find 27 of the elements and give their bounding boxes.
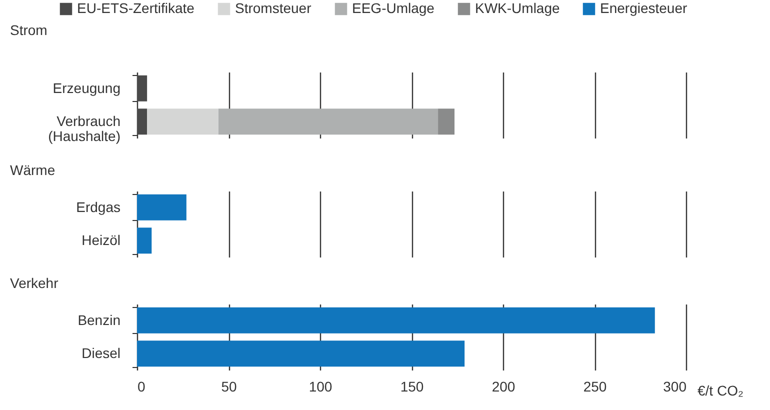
x-axis-title: €/t CO₂ xyxy=(698,382,744,398)
x-tick-label: 50 xyxy=(221,378,237,394)
bar xyxy=(137,108,148,135)
x-tick-label: 100 xyxy=(308,378,332,394)
legend-label: KWK-Umlage xyxy=(475,0,560,16)
x-tick-label: 150 xyxy=(400,378,424,394)
y-tick-label: Heizöl xyxy=(82,232,120,248)
bar xyxy=(438,108,455,135)
bar xyxy=(218,108,438,135)
x-tick-label: 200 xyxy=(492,378,516,394)
legend-label: EU-ETS-Zertifikate xyxy=(77,0,195,16)
y-tick-label: Erdgas xyxy=(76,198,120,215)
y-tick-label: Verbrauch (Haushalte) xyxy=(48,113,120,144)
legend-label: Stromsteuer xyxy=(235,0,312,16)
x-tick-label: 250 xyxy=(583,378,607,394)
legend-label: EEG-Umlage xyxy=(352,0,435,16)
legend-label: Energiesteuer xyxy=(600,0,688,16)
y-tick-label: Benzin xyxy=(78,312,120,328)
y-tick-label: Erzeugung xyxy=(52,80,120,96)
x-tick-label: 0 xyxy=(138,378,146,394)
chart-title: Verkehr xyxy=(10,275,59,291)
bar xyxy=(147,108,218,135)
chart-title: Strom xyxy=(10,22,48,38)
x-tick-label: 300 xyxy=(663,378,687,394)
bar xyxy=(137,75,148,102)
y-tick-label: Diesel xyxy=(82,345,120,362)
chart-title: Wärme xyxy=(10,162,56,178)
